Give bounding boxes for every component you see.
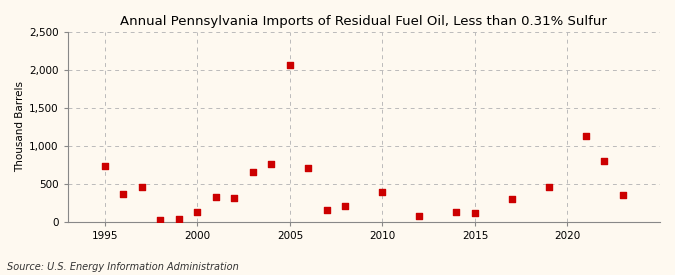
Point bbox=[266, 162, 277, 166]
Point bbox=[599, 159, 610, 163]
Point bbox=[248, 170, 259, 175]
Point bbox=[303, 166, 314, 170]
Point bbox=[192, 210, 202, 214]
Y-axis label: Thousand Barrels: Thousand Barrels bbox=[15, 81, 25, 172]
Point bbox=[173, 217, 184, 222]
Point bbox=[229, 196, 240, 200]
Point bbox=[284, 63, 295, 68]
Point bbox=[506, 197, 517, 201]
Point bbox=[580, 134, 591, 138]
Point bbox=[136, 185, 147, 189]
Title: Annual Pennsylvania Imports of Residual Fuel Oil, Less than 0.31% Sulfur: Annual Pennsylvania Imports of Residual … bbox=[120, 15, 608, 28]
Point bbox=[543, 185, 554, 189]
Point bbox=[340, 204, 351, 208]
Point bbox=[155, 218, 166, 222]
Point bbox=[99, 164, 110, 169]
Point bbox=[618, 193, 628, 197]
Point bbox=[211, 194, 221, 199]
Point bbox=[451, 210, 462, 214]
Point bbox=[118, 191, 129, 196]
Point bbox=[470, 211, 481, 216]
Text: Source: U.S. Energy Information Administration: Source: U.S. Energy Information Administ… bbox=[7, 262, 238, 272]
Point bbox=[414, 214, 425, 219]
Point bbox=[377, 190, 388, 194]
Point bbox=[321, 207, 332, 212]
